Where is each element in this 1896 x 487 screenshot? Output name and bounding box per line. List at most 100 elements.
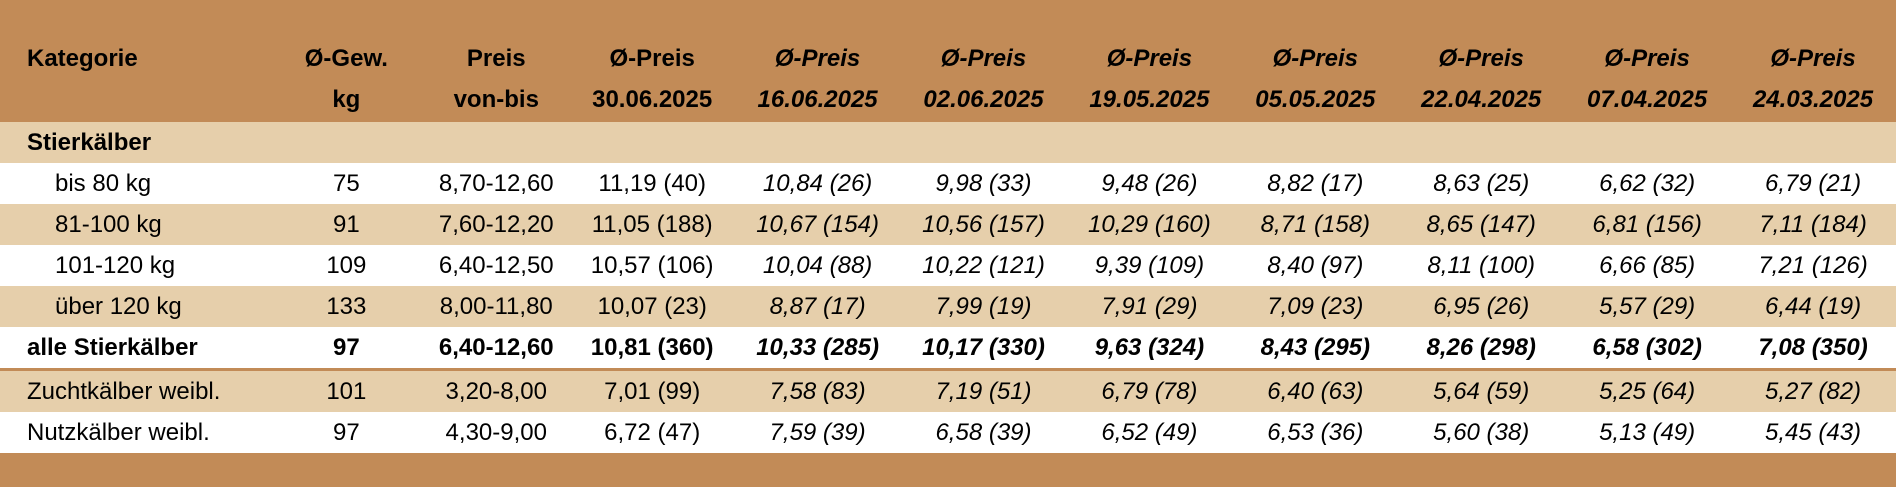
row-category: bis 80 kg (55, 169, 152, 197)
table-row: Nutzkälber weibl. 97 4,30-9,00 6,72 (47) 7,5… (0, 412, 1896, 453)
row-avg-price: 5,64 (59) (1433, 377, 1530, 405)
header-preis-line1: Preis (466, 45, 526, 72)
header-preis-line2: von-bis (453, 86, 539, 113)
row-avg-price: 10,67 (154) (756, 210, 879, 238)
header-date-value: 19.05.2025 (1089, 86, 1210, 113)
header-gewicht: Ø-Gew. kg (270, 38, 423, 120)
row-weight: 75 (333, 169, 360, 197)
header-date-label: Ø-Preis (940, 45, 1027, 72)
header-kategorie: Kategorie (27, 45, 138, 72)
row-price-range: 6,40-12,60 (438, 333, 554, 361)
row-avg-price: 5,45 (43) (1764, 418, 1862, 446)
row-avg-price: 5,57 (29) (1599, 292, 1696, 320)
table-row: 101-120 kg 109 6,40-12,50 10,57 (106) 10,04 … (0, 245, 1896, 286)
header-date-value: 07.04.2025 (1587, 86, 1708, 113)
row-avg-price: 7,99 (19) (935, 292, 1032, 320)
row-avg-price: 8,87 (17) (769, 292, 866, 320)
row-avg-price: 8,43 (295) (1260, 333, 1370, 361)
row-avg-price: 5,13 (49) (1599, 418, 1696, 446)
table-header: Kategorie Ø-Gew. kg Preis von-bis Ø-Prei… (0, 0, 1896, 122)
table-row: Zuchtkälber weibl. 101 3,20-8,00 7,01 (99) 7… (0, 371, 1896, 412)
header-date-label: Ø-Preis (774, 45, 861, 72)
row-avg-price: 10,81 (360) (590, 333, 714, 361)
header-date-label: Ø-Preis (1770, 45, 1856, 72)
table-row: 81-100 kg 91 7,60-12,20 11,05 (188) 10,67 (1… (0, 204, 1896, 245)
header-date-value: 02.06.2025 (923, 86, 1044, 113)
header-date-value: 30.06.2025 (592, 86, 713, 113)
row-avg-price: 10,56 (157) (922, 210, 1045, 238)
row-weight: 133 (326, 292, 367, 320)
header-gewicht-line2: kg (332, 86, 361, 113)
header-gewicht-line1: Ø-Gew. (304, 45, 388, 72)
row-price-range: 7,60-12,20 (438, 210, 554, 238)
row-price-range: 8,70-12,60 (438, 169, 554, 197)
header-date-value: 22.04.2025 (1421, 86, 1542, 113)
row-avg-price: 6,62 (32) (1599, 169, 1696, 197)
row-price-range: 4,30-9,00 (445, 418, 547, 446)
row-avg-price: 11,19 (40) (598, 169, 706, 197)
header-date-col: Ø-Preis 16.06.2025 (735, 38, 901, 120)
row-avg-price: 9,98 (33) (935, 169, 1032, 197)
row-avg-price: 7,08 (350) (1758, 333, 1868, 361)
row-price-range: 6,40-12,50 (438, 251, 554, 279)
header-date-col: Ø-Preis 05.05.2025 (1232, 38, 1398, 120)
row-avg-price: 8,71 (158) (1260, 210, 1371, 238)
row-weight: 109 (326, 251, 367, 279)
header-date-label: Ø-Preis (1272, 45, 1358, 72)
header-date-col: Ø-Preis 02.06.2025 (901, 38, 1067, 120)
header-date-label: Ø-Preis (1438, 45, 1524, 72)
row-avg-price: 10,17 (330) (922, 333, 1045, 361)
row-avg-price: 7,19 (51) (935, 377, 1032, 405)
row-weight: 91 (333, 210, 360, 238)
row-category: 81-100 kg (55, 210, 162, 238)
row-avg-price: 8,65 (147) (1426, 210, 1536, 238)
row-avg-price: 6,52 (49) (1101, 418, 1198, 446)
header-date-label: Ø-Preis (1604, 45, 1690, 72)
table-row: alle Stierkälber 97 6,40-12,60 10,81 (360) 1… (0, 327, 1896, 371)
table-row: bis 80 kg 75 8,70-12,60 11,19 (40) 10,84 (26… (0, 163, 1896, 204)
row-avg-price: 10,22 (121) (922, 251, 1045, 279)
row-category: Zuchtkälber weibl. (27, 377, 221, 405)
row-avg-price: 7,91 (29) (1101, 292, 1198, 320)
row-avg-price: 10,04 (88) (762, 251, 873, 279)
row-avg-price: 6,66 (85) (1599, 251, 1696, 279)
row-avg-price: 6,81 (156) (1592, 210, 1702, 238)
row-category: 101-120 kg (55, 251, 176, 279)
row-avg-price: 10,57 (106) (590, 251, 714, 279)
header-date-value: 16.06.2025 (757, 86, 878, 113)
header-preis: Preis von-bis (423, 38, 570, 120)
row-avg-price: 6,53 (36) (1267, 418, 1364, 446)
row-avg-price: 7,11 (184) (1759, 210, 1867, 238)
header-date-col: Ø-Preis 19.05.2025 (1066, 38, 1232, 120)
row-avg-price: 6,44 (19) (1765, 292, 1862, 320)
row-avg-price: 6,40 (63) (1267, 377, 1364, 405)
row-avg-price: 6,79 (78) (1101, 377, 1198, 405)
header-date-value: 24.03.2025 (1752, 86, 1874, 113)
row-category: alle Stierkälber (27, 333, 198, 361)
header-date-label: Ø-Preis (609, 45, 695, 72)
row-avg-price: 7,58 (83) (769, 377, 866, 405)
row-avg-price: 5,25 (64) (1599, 377, 1696, 405)
header-date-col: Ø-Preis 07.04.2025 (1564, 38, 1730, 120)
row-avg-price: 8,63 (25) (1433, 169, 1530, 197)
header-date-label: Ø-Preis (1106, 45, 1193, 72)
row-avg-price: 6,58 (39) (935, 418, 1032, 446)
row-avg-price: 10,84 (26) (762, 169, 873, 197)
row-avg-price: 8,82 (17) (1267, 169, 1364, 197)
row-avg-price: 6,79 (21) (1765, 169, 1862, 197)
row-avg-price: 5,60 (38) (1433, 418, 1530, 446)
row-avg-price: 8,26 (298) (1426, 333, 1536, 361)
row-avg-price: 6,72 (47) (604, 418, 701, 446)
row-avg-price: 6,95 (26) (1433, 292, 1530, 320)
row-category: über 120 kg (55, 292, 182, 320)
row-avg-price: 9,63 (324) (1094, 333, 1205, 361)
row-avg-price: 7,01 (99) (604, 377, 701, 405)
row-avg-price: 8,40 (97) (1267, 251, 1364, 279)
table-row: über 120 kg 133 8,00-11,80 10,07 (23) 8,87 (… (0, 286, 1896, 327)
row-avg-price: 11,05 (188) (591, 210, 713, 238)
row-avg-price: 10,33 (285) (756, 333, 879, 361)
section-label: Stierkälber (27, 128, 152, 156)
header-date-col: Ø-Preis 24.03.2025 (1730, 38, 1896, 120)
header-date-col: Ø-Preis 22.04.2025 (1398, 38, 1564, 120)
